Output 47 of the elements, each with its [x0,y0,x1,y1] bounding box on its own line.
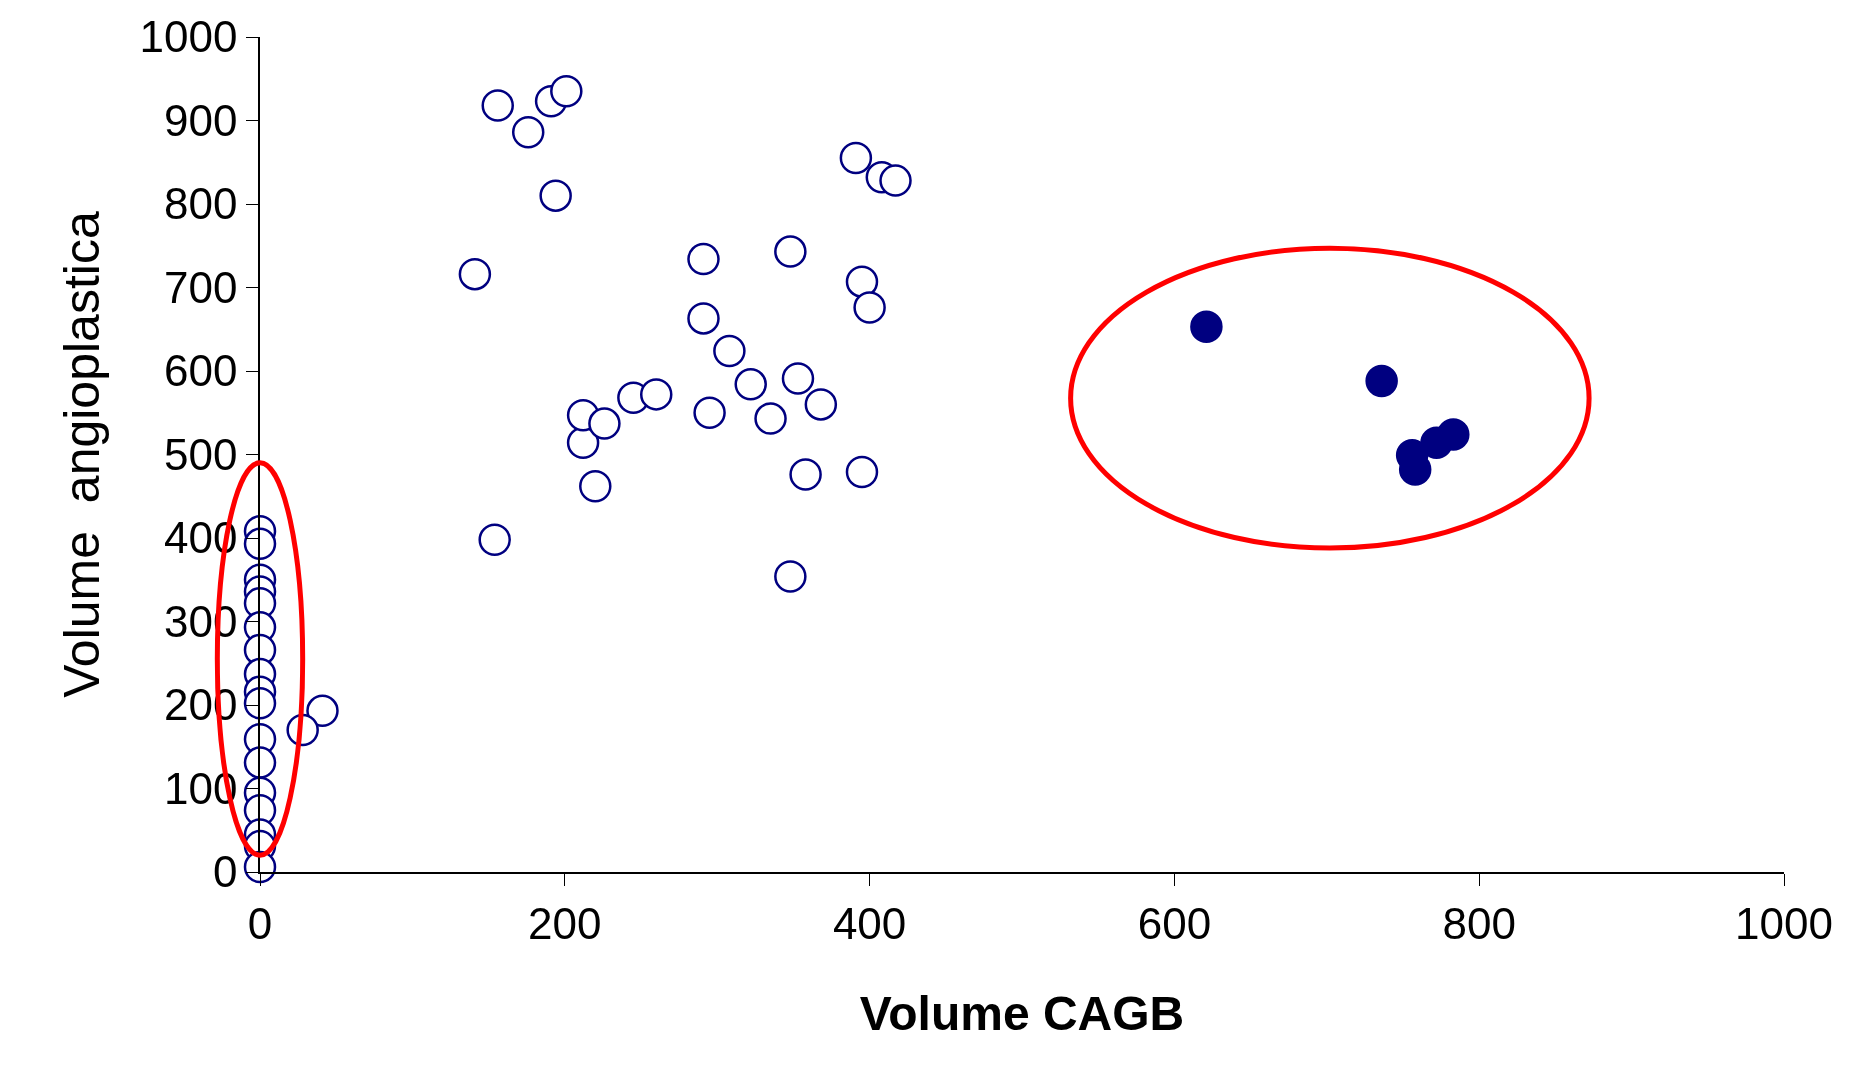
point [306,694,339,728]
y-tick-label: 800 [164,179,238,229]
point [839,141,873,175]
point [243,687,277,720]
point [845,265,879,298]
point [511,115,545,149]
x-tick-label: 0 [247,898,273,948]
y-tick-label: 700 [164,262,238,312]
y-tick-label: 0 [212,847,238,897]
x-tick-label: 800 [1442,898,1516,948]
point [845,455,879,489]
point [243,746,277,779]
point [481,89,514,122]
point [588,407,621,440]
point [734,368,767,401]
point [804,388,838,421]
point [853,291,886,324]
point [774,235,807,268]
x-tick-label: 400 [832,898,907,948]
point [781,362,815,395]
y-tick-label: 1000 [139,12,238,62]
point [687,302,720,335]
point [478,523,511,556]
point [754,402,787,435]
y-axis-title: Volume angioplastica [54,211,111,698]
point [539,179,572,212]
y-tick-label: 600 [164,346,238,396]
point [243,527,277,561]
x-tick-label: 1000 [1735,898,1833,948]
x-axis-title: Volume CAGB [859,987,1185,1041]
point [713,334,746,368]
y-tick-label: 500 [164,429,238,479]
point [1437,418,1470,451]
x-tick-label: 200 [528,898,602,948]
point [789,458,822,491]
point [1365,364,1398,398]
point [579,469,612,503]
point [879,164,912,197]
point [640,378,673,411]
point [774,560,807,593]
x-tick-label: 600 [1137,898,1212,948]
point [458,257,492,291]
point [550,75,583,108]
point [1190,310,1223,343]
point [693,396,726,429]
point [687,242,720,276]
y-tick-label: 900 [164,95,238,145]
